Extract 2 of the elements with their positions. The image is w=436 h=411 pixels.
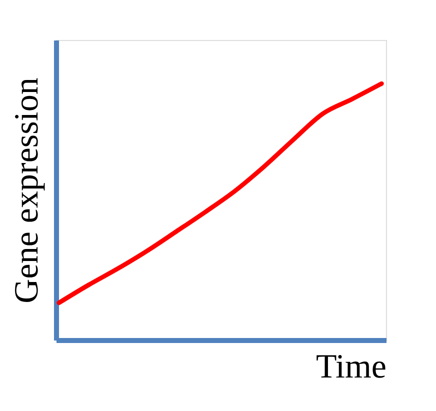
y-axis-title: Gene expression: [8, 78, 46, 304]
x-axis-title: Time: [316, 348, 386, 386]
